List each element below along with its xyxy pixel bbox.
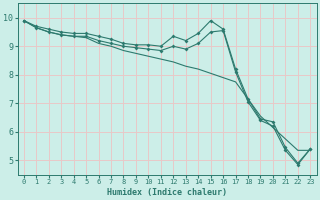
- X-axis label: Humidex (Indice chaleur): Humidex (Indice chaleur): [107, 188, 227, 197]
